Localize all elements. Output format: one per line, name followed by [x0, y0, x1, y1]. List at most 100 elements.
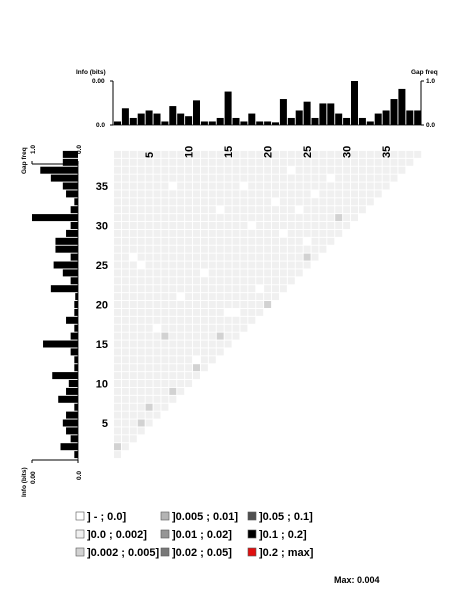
heatmap-cell: [319, 245, 327, 253]
heatmap-cell: [366, 150, 374, 158]
heatmap-cell: [208, 261, 216, 269]
heatmap-cell: [114, 332, 121, 340]
heatmap-cell: [145, 380, 153, 387]
heatmap-cell: [208, 214, 216, 222]
heatmap-cell: [114, 293, 121, 301]
heatmap-cell: [216, 308, 224, 316]
heatmap-cell: [358, 206, 366, 214]
heatmap-cell: [327, 174, 335, 182]
heatmap-cell: [121, 380, 129, 387]
heatmap-cell: [208, 301, 216, 308]
left-gap-bar: [75, 293, 78, 301]
heatmap-cell: [121, 269, 129, 277]
heatmap-cell: [272, 166, 279, 174]
heatmap-cell: [169, 324, 177, 332]
heatmap-cell: [216, 285, 224, 293]
heatmap-cell: [137, 372, 145, 380]
heatmap-cell: [145, 324, 153, 332]
heatmap-cell: [240, 198, 248, 206]
heatmap-cell: [232, 237, 240, 245]
heatmap-cell: [169, 340, 177, 348]
heatmap-cell: [193, 198, 200, 206]
heatmap-cell: [216, 174, 224, 182]
heatmap-cell: [145, 229, 153, 237]
heatmap-cell: [374, 158, 382, 166]
heatmap-cell: [264, 158, 272, 166]
top-gap-bar: [114, 121, 121, 125]
heatmap-cell: [303, 158, 311, 166]
heatmap-cell: [169, 261, 177, 269]
top-gap-tick-min: 0.0: [426, 122, 435, 129]
heatmap-cell: [185, 364, 193, 372]
heatmap-cell: [169, 229, 177, 237]
heatmap-cell: [161, 316, 169, 324]
heatmap-cell: [153, 245, 161, 253]
heatmap-cell: [129, 308, 137, 316]
legend-label: ]0.002 ; 0.005]: [87, 547, 159, 559]
heatmap-cell: [216, 348, 224, 356]
heatmap-cell: [121, 403, 129, 411]
heatmap-cell: [121, 443, 129, 451]
heatmap-cell: [343, 158, 351, 166]
heatmap-cell: [343, 150, 351, 158]
heatmap-cell: [216, 332, 224, 340]
heatmap-cell: [279, 166, 287, 174]
heatmap-cell: [272, 285, 279, 293]
left-info-tick-max: 0.00: [30, 471, 37, 484]
heatmap-cell: [335, 206, 343, 214]
top-gap-bar: [161, 121, 169, 125]
top-info-tick-max: 0.00: [92, 78, 105, 85]
heatmap-cell: [177, 174, 185, 182]
heatmap-cell: [193, 356, 200, 364]
heatmap-cell: [153, 285, 161, 293]
heatmap-cell: [177, 190, 185, 198]
heatmap-cell: [161, 253, 169, 261]
heatmap-cell: [248, 253, 256, 261]
heatmap-cell: [224, 206, 232, 214]
heatmap-cell: [327, 166, 335, 174]
top-gap-bar: [319, 103, 327, 125]
heatmap-cell: [303, 245, 311, 253]
heatmap-cell: [319, 166, 327, 174]
heatmap-cell: [208, 245, 216, 253]
heatmap-cell: [287, 229, 295, 237]
heatmap-cell: [319, 174, 327, 182]
heatmap-cell: [121, 261, 129, 269]
heatmap-cell: [224, 253, 232, 261]
heatmap-cell: [177, 182, 185, 190]
heatmap-cell: [374, 174, 382, 182]
heatmap-cell: [161, 364, 169, 372]
heatmap-cell: [145, 364, 153, 372]
heatmap-cell: [114, 150, 121, 158]
heatmap-cell: [248, 261, 256, 269]
heatmap-cell: [114, 206, 121, 214]
left-gap-bar: [66, 387, 78, 395]
top-gap-bar: [414, 110, 422, 125]
heatmap-cell: [129, 214, 137, 222]
heatmap-cell: [114, 403, 121, 411]
heatmap-cell: [129, 403, 137, 411]
heatmap-cell: [216, 293, 224, 301]
heatmap-cell: [335, 166, 343, 174]
heatmap-cell: [224, 158, 232, 166]
heatmap-cell: [200, 253, 208, 261]
heatmap-cell: [193, 316, 200, 324]
heatmap-cell: [145, 253, 153, 261]
heatmap-cell: [272, 174, 279, 182]
heatmap-cell: [153, 324, 161, 332]
heatmap-cell: [279, 182, 287, 190]
heatmap-cell: [137, 293, 145, 301]
heatmap-cell: [129, 387, 137, 395]
heatmap-cell: [248, 245, 256, 253]
heatmap-cell: [121, 237, 129, 245]
heatmap-cell: [177, 269, 185, 277]
heatmap-cell: [145, 419, 153, 427]
heatmap-cell: [311, 229, 319, 237]
heatmap-cell: [114, 387, 121, 395]
heatmap-cell: [232, 332, 240, 340]
heatmap-cell: [177, 277, 185, 285]
heatmap-cell: [185, 198, 193, 206]
heatmap-cell: [232, 245, 240, 253]
heatmap-cell: [240, 316, 248, 324]
heatmap-cell: [366, 182, 374, 190]
